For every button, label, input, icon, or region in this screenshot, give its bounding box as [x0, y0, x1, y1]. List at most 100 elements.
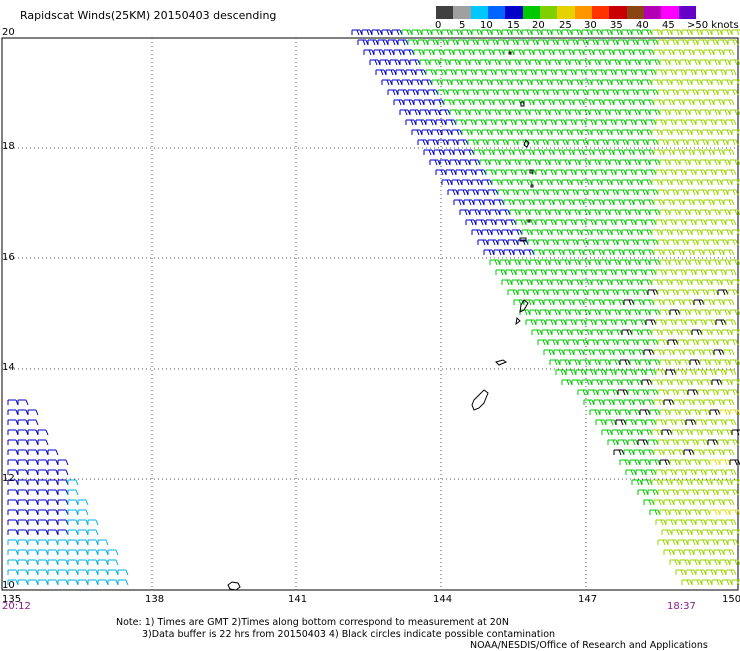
wind-barb	[433, 99, 445, 106]
wind-barb	[687, 289, 699, 296]
wind-barb	[499, 259, 511, 266]
wind-barb	[527, 139, 539, 146]
wind-barb	[693, 499, 705, 506]
wind-barb	[613, 299, 625, 306]
wind-barb	[403, 49, 415, 56]
wind-barb	[419, 59, 431, 66]
wind-barb	[107, 579, 119, 586]
wind-barb	[47, 459, 59, 466]
wind-barb	[669, 559, 681, 566]
wind-barb	[699, 559, 711, 566]
wind-barb	[449, 59, 461, 66]
wind-barb	[647, 439, 659, 446]
wind-barb	[649, 259, 661, 266]
islands	[227, 51, 534, 591]
wind-barb	[695, 519, 707, 526]
wind-barb	[543, 299, 555, 306]
wind-barb	[567, 39, 579, 46]
wind-barb	[647, 239, 659, 246]
wind-barb	[481, 129, 493, 136]
wind-barb	[583, 249, 595, 256]
wind-barb	[731, 129, 740, 136]
wind-barb	[527, 89, 539, 96]
wind-barb	[677, 439, 689, 446]
wind-barb	[639, 209, 651, 216]
wind-barb	[107, 569, 119, 576]
wind-barb	[707, 189, 719, 196]
wind-barb	[575, 169, 587, 176]
wind-barb	[689, 209, 701, 216]
wind-barb	[591, 229, 603, 236]
wind-barb	[585, 269, 597, 276]
wind-barb	[7, 569, 19, 576]
wind-barb	[621, 379, 633, 386]
wind-barb	[631, 479, 643, 486]
wind-barb	[483, 249, 495, 256]
wind-barb	[559, 159, 571, 166]
wind-barb	[471, 179, 483, 186]
wind-barb	[671, 79, 683, 86]
wind-barb	[589, 359, 601, 366]
colorbar-segment	[678, 6, 697, 19]
colorbar-label: >50 knots	[687, 20, 739, 31]
wind-barb	[541, 229, 553, 236]
wind-barb	[459, 59, 471, 66]
wind-barb	[443, 49, 455, 56]
wind-barb	[663, 349, 675, 356]
wind-barb	[607, 189, 619, 196]
wind-barb	[533, 199, 545, 206]
wind-barb	[625, 319, 637, 326]
wind-barb	[439, 109, 451, 116]
wind-barb	[439, 59, 451, 66]
wind-barb	[515, 219, 527, 226]
wind-barb	[521, 229, 533, 236]
wind-barb	[681, 279, 693, 286]
wind-barb	[623, 449, 635, 456]
wind-barb	[639, 309, 651, 316]
wind-barb	[481, 179, 493, 186]
wind-barb	[707, 489, 719, 496]
wind-barb	[727, 389, 739, 396]
wind-barb	[617, 39, 629, 46]
wind-barb	[623, 199, 635, 206]
wind-barb	[597, 39, 609, 46]
wind-barb	[7, 489, 19, 496]
wind-barb	[719, 59, 731, 66]
wind-barb	[695, 469, 707, 476]
wind-barb	[717, 439, 729, 446]
wind-barb	[575, 319, 587, 326]
map-title: Rapidscat Winds(25KM) 20150403 descendin…	[20, 9, 277, 22]
wind-barb	[107, 549, 119, 556]
wind-barb	[443, 149, 455, 156]
wind-barb	[677, 39, 689, 46]
wind-barb	[67, 519, 79, 526]
wind-barb	[17, 569, 29, 576]
wind-barb	[715, 369, 727, 376]
wind-barb	[705, 219, 717, 226]
wind-barb	[17, 449, 29, 456]
wind-barb	[509, 209, 521, 216]
wind-barb	[725, 69, 737, 76]
wind-barb	[517, 239, 529, 246]
wind-barb	[639, 359, 651, 366]
wind-barb	[625, 369, 637, 376]
wind-barb	[577, 289, 589, 296]
wind-barb	[663, 399, 675, 406]
wind-barb	[37, 479, 49, 486]
wind-barb	[473, 99, 485, 106]
wind-barb	[629, 259, 641, 266]
note-line-2: 3)Data buffer is 22 hrs from 20150403 4)…	[142, 629, 556, 640]
wind-barb	[709, 109, 721, 116]
wind-barb	[721, 479, 733, 486]
wind-barb	[631, 79, 643, 86]
wind-barb	[505, 219, 517, 226]
wind-barb	[675, 569, 687, 576]
wind-barb	[693, 49, 705, 56]
wind-barb	[699, 459, 711, 466]
wind-barb	[523, 249, 535, 256]
wind-barb	[731, 529, 740, 536]
wind-barb	[615, 69, 627, 76]
colorbar-label: 30	[584, 20, 597, 31]
wind-barb	[517, 289, 529, 296]
wind-barb	[661, 79, 673, 86]
